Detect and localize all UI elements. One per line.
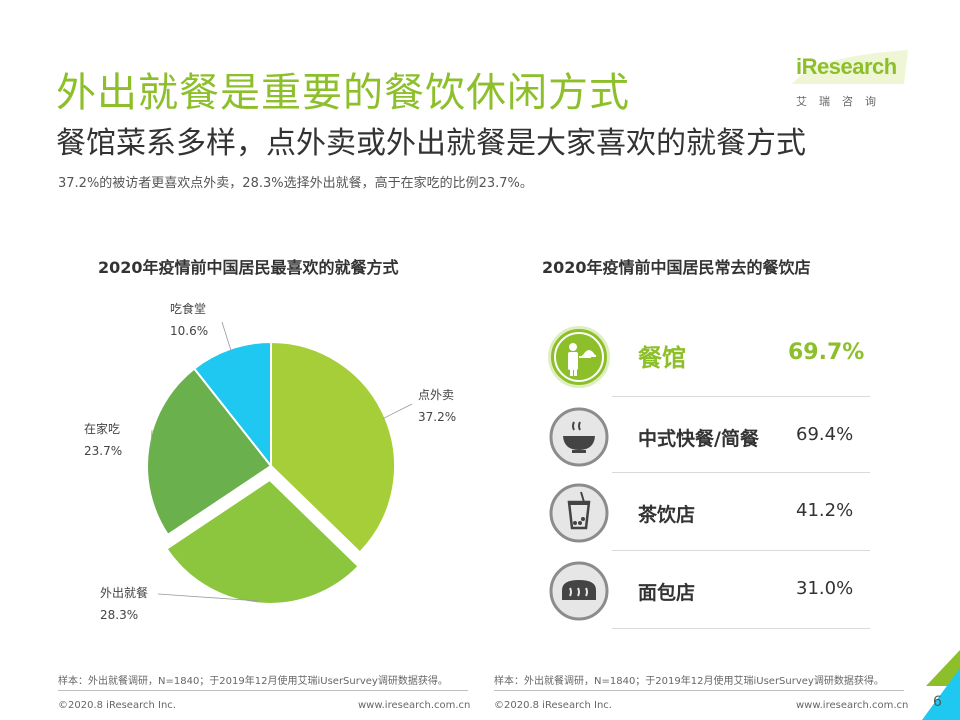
page-number: 6 — [933, 694, 942, 710]
pie-slice-name: 在家吃 — [84, 422, 121, 436]
restaurant-row: 中式快餐/简餐 69.4% — [548, 396, 870, 472]
pie-leader-line — [157, 593, 259, 602]
pie-slice-label: 吃食堂 10.6% — [170, 298, 208, 342]
restaurant-name: 中式快餐/简餐 — [638, 428, 759, 450]
pie-slice-label: 在家吃 23.7% — [84, 418, 122, 462]
pie-leader-line — [382, 403, 413, 420]
row-divider — [612, 550, 870, 551]
source-note: 样本：外出就餐调研，N=1840；于2019年12月使用艾瑞iUserSurve… — [494, 676, 884, 687]
summary-text: 37.2%的被访者更喜欢点外卖，28.3%选择外出就餐，高于在家吃的比例23.7… — [58, 176, 533, 191]
pie-chart — [146, 321, 413, 605]
pie-slice-value: 28.3% — [100, 608, 139, 622]
restaurant-value: 69.4% — [796, 424, 854, 445]
restaurant-value: 31.0% — [796, 578, 854, 599]
restaurant-value: 41.2% — [796, 500, 854, 521]
bread-icon — [548, 560, 610, 622]
restaurant-name: 餐馆 — [638, 344, 686, 372]
pie-slice-value: 23.7% — [84, 444, 123, 458]
waiter-icon — [548, 326, 610, 388]
pie-slice-name: 吃食堂 — [170, 302, 207, 316]
bubble-tea-icon — [548, 482, 610, 544]
pie-slice-name: 外出就餐 — [100, 586, 149, 600]
footer-divider — [494, 690, 904, 691]
pie-leader-line — [150, 429, 153, 447]
row-divider — [612, 472, 870, 473]
iresearch-logo: iResearch 艾瑞咨询 — [788, 48, 918, 108]
restaurant-row: 茶饮店 41.2% — [548, 472, 870, 548]
pie-slice — [146, 367, 273, 537]
restaurant-row: 餐馆 69.7% — [548, 316, 870, 392]
page-subtitle: 餐馆菜系多样，点外卖或外出就餐是大家喜欢的就餐方式 — [56, 126, 806, 161]
footer-divider — [58, 690, 468, 691]
source-note: 样本：外出就餐调研，N=1840；于2019年12月使用艾瑞iUserSurve… — [58, 676, 448, 687]
page-title: 外出就餐是重要的餐饮休闲方式 — [56, 70, 630, 116]
logo-swoosh-icon — [792, 50, 908, 84]
pie-slice-value: 37.2% — [418, 410, 457, 424]
row-divider — [612, 396, 870, 397]
row-divider — [612, 628, 870, 629]
pie-slice-name: 点外卖 — [418, 388, 455, 402]
pie-slice — [165, 478, 361, 605]
pie-slice-label: 点外卖 37.2% — [418, 384, 456, 428]
restaurant-name: 茶饮店 — [638, 504, 696, 526]
pie-slice-label: 外出就餐 28.3% — [100, 582, 148, 626]
corner-decoration-icon — [922, 650, 960, 720]
logo-text: iResearch — [796, 54, 897, 79]
pie-chart-title: 2020年疫情前中国居民最喜欢的就餐方式 — [98, 258, 399, 277]
pie-leader-line — [221, 321, 232, 352]
restaurant-chart-title: 2020年疫情前中国居民常去的餐饮店 — [542, 258, 811, 277]
logo-subtext: 艾瑞咨询 — [796, 95, 888, 108]
website-link[interactable]: www.iresearch.com.cn — [358, 700, 471, 711]
restaurant-name: 面包店 — [638, 582, 696, 604]
pie-slice-value: 10.6% — [170, 324, 209, 338]
restaurant-row: 面包店 31.0% — [548, 550, 870, 626]
restaurant-value: 69.7% — [788, 340, 865, 365]
bowl-icon — [548, 406, 610, 468]
website-link[interactable]: www.iresearch.com.cn — [796, 700, 909, 711]
copyright: ©2020.8 iResearch Inc. — [494, 700, 612, 711]
copyright: ©2020.8 iResearch Inc. — [58, 700, 176, 711]
